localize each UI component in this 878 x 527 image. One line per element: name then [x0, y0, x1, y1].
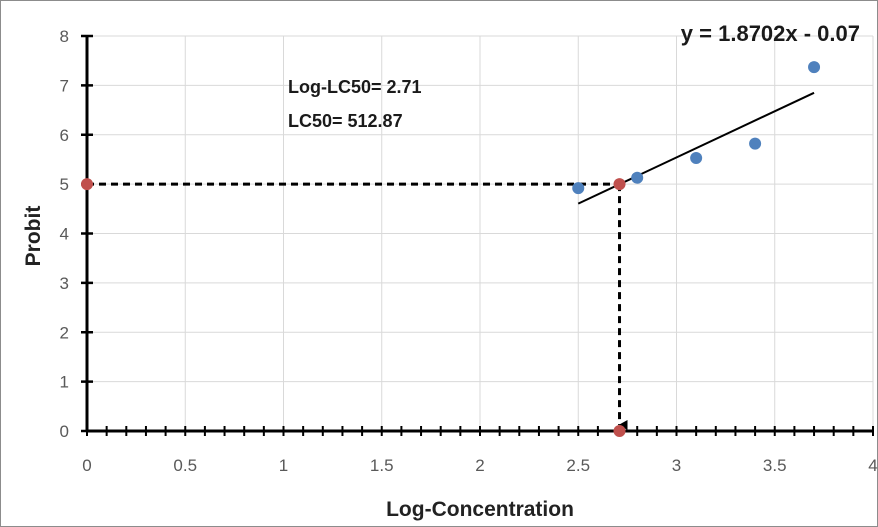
x-tick-label: 2 — [475, 456, 484, 475]
marked-point — [613, 425, 626, 437]
data-point — [631, 171, 644, 184]
x-tick-label: 0.5 — [173, 456, 197, 475]
x-tick-label: 3.5 — [763, 456, 787, 475]
y-tick-label: 8 — [60, 27, 69, 46]
marked-point — [81, 178, 93, 191]
axes — [81, 34, 874, 436]
x-tick-label: 4 — [868, 456, 877, 475]
y-tick-label: 4 — [60, 225, 69, 244]
x-tick-label: 1.5 — [370, 456, 394, 475]
marked-point — [613, 178, 626, 191]
y-tick-label: 2 — [60, 323, 69, 342]
y-tick-label: 1 — [60, 373, 69, 392]
x-tick-label: 2.5 — [566, 456, 590, 475]
trendline-equation: y = 1.8702x - 0.07 — [681, 21, 860, 46]
data-point — [808, 61, 821, 74]
x-axis-title: Log-Concentration — [386, 498, 574, 521]
y-tick-label: 6 — [60, 126, 69, 145]
data-point — [572, 182, 585, 195]
data-points — [572, 61, 821, 195]
annotation-log-lc50: Log-LC50= 2.71 — [288, 77, 422, 97]
trendline — [577, 91, 815, 205]
x-tick-label: 1 — [279, 456, 288, 475]
tick-labels: 0 0.5 1 1.5 2 2.5 3 3.5 4 0 1 2 3 4 5 6 7 8 — [60, 27, 878, 475]
marked-points — [81, 178, 626, 437]
x-tick-label: 3 — [672, 456, 681, 475]
y-tick-label: 7 — [60, 76, 69, 95]
y-tick-label: 0 — [60, 422, 69, 441]
x-tick-label: 0 — [82, 456, 91, 475]
data-point — [749, 137, 762, 150]
reference-lines — [87, 182, 628, 430]
gridlines — [87, 35, 874, 431]
data-point — [690, 151, 703, 164]
annotation-lc50: LC50= 512.87 — [288, 111, 403, 131]
y-axis-title: Probit — [22, 206, 45, 267]
y-tick-label: 5 — [60, 175, 69, 194]
y-tick-label: 3 — [60, 274, 69, 293]
trendline-group — [577, 91, 815, 205]
